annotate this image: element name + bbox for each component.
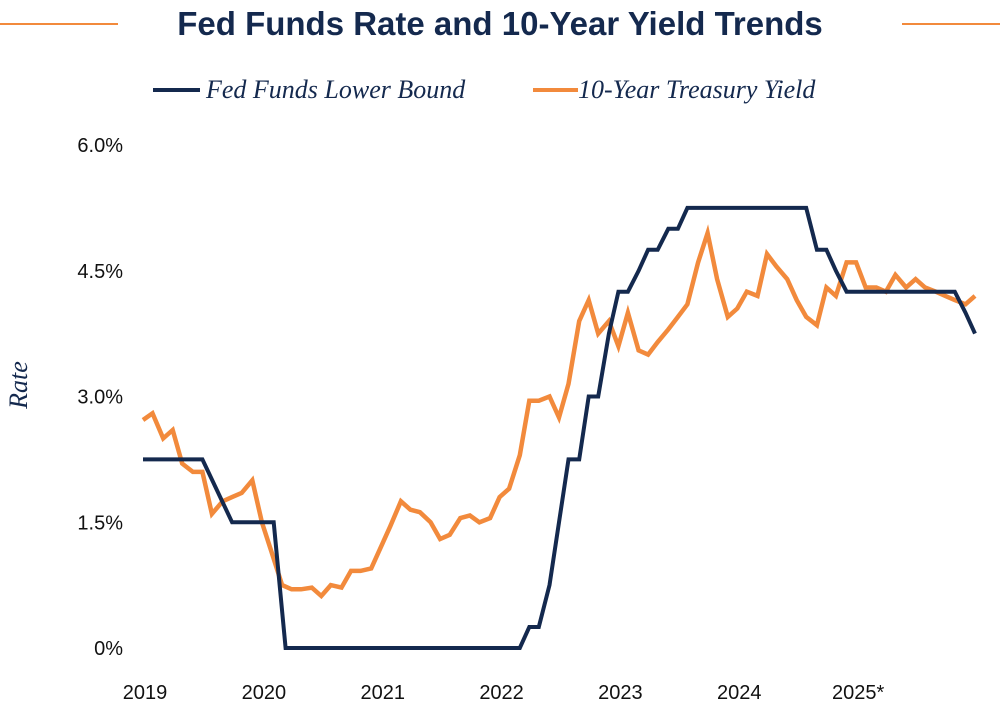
y-axis: 0% 1.5% 3.0% 4.5% 6.0%: [77, 135, 123, 660]
legend-label-fed-funds: Fed Funds Lower Bound: [205, 75, 466, 104]
legend: Fed Funds Lower Bound 10-Year Treasury Y…: [153, 75, 816, 104]
x-tick-label: 2019: [123, 682, 168, 704]
y-tick-label: 3.0%: [77, 387, 123, 409]
x-tick-label: 2022: [479, 682, 524, 704]
y-tick-label: 6.0%: [77, 135, 123, 157]
chart-title: Fed Funds Rate and 10-Year Yield Trends: [177, 5, 823, 42]
y-axis-label: Rate: [4, 361, 33, 410]
plot-area: [141, 205, 977, 650]
x-tick-label: 2023: [598, 682, 643, 704]
x-tick-label: 2025*: [832, 682, 884, 704]
y-tick-label: 1.5%: [77, 512, 123, 534]
x-axis: 2019 2020 2021 2022 2023 2024 2025*: [123, 682, 885, 704]
x-tick-label: 2021: [360, 682, 405, 704]
y-tick-label: 0%: [94, 638, 123, 660]
series-line-fed-funds: [143, 205, 977, 650]
x-tick-label: 2024: [717, 682, 762, 704]
x-tick-label: 2020: [242, 682, 287, 704]
series-line-10yr-yield: [141, 224, 977, 600]
legend-label-10yr: 10-Year Treasury Yield: [578, 75, 816, 104]
y-tick-label: 4.5%: [77, 261, 123, 283]
